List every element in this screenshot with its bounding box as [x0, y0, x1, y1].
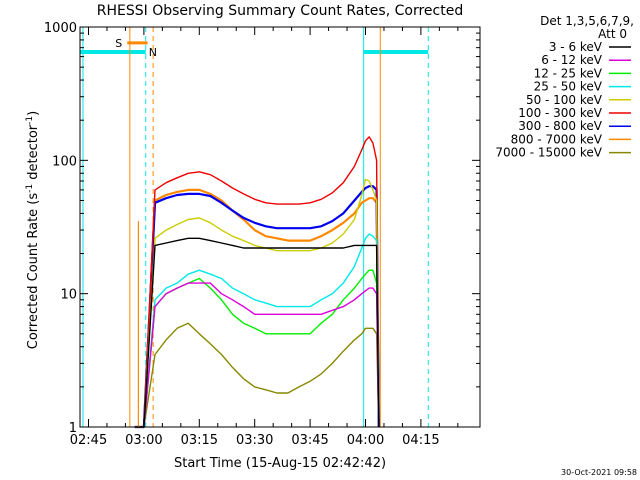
y-tick-label: 100 — [52, 154, 77, 169]
attenuator-state-label: S — [115, 37, 122, 50]
series-line-2 — [134, 269, 380, 428]
y-tick-label: 10 — [60, 288, 77, 303]
y-axis: 1 10 100 1000 — [44, 21, 480, 436]
series-line-7 — [134, 188, 380, 429]
y-axis-label-sup-2: -1 — [25, 116, 35, 125]
series-line-4 — [134, 178, 380, 428]
series-line-1 — [134, 282, 380, 428]
data-layer: SN — [80, 27, 429, 429]
y-tick-label: 1 — [69, 421, 77, 436]
x-tick-label: 03:00 — [125, 433, 162, 448]
series-line-8 — [134, 322, 380, 428]
y-axis-label: Corrected Count Rate (s-1 detector-1) — [25, 111, 41, 349]
x-tick-label: 04:15 — [402, 433, 439, 448]
x-axis: 02:45 03:00 03:15 03:30 03:45 04:00 04:15 — [70, 27, 459, 448]
legend-label-2: 12 - 25 keV — [534, 66, 603, 80]
x-tick-label: 02:45 — [70, 433, 107, 448]
legend-label-1: 6 - 12 keV — [541, 53, 603, 67]
legend-label-5: 100 - 300 keV — [518, 106, 602, 120]
series-line-3 — [134, 233, 380, 428]
series-line-5 — [134, 136, 380, 428]
legend-label-4: 50 - 100 keV — [526, 93, 603, 107]
x-tick-label: 03:15 — [181, 433, 218, 448]
legend-label-7: 800 - 7000 keV — [511, 132, 603, 146]
chart-title: RHESSI Observing Summary Count Rates, Co… — [97, 3, 463, 19]
y-axis-label-main: Corrected Count Rate (s — [26, 193, 41, 350]
x-tick-label: 03:30 — [236, 433, 273, 448]
legend-header-line-2: Att 0 — [598, 27, 627, 41]
y-axis-label-sup: -1 — [25, 184, 35, 193]
timestamp: 30-Oct-2021 09:58 — [561, 468, 637, 477]
legend-label-0: 3 - 6 keV — [549, 40, 603, 54]
x-tick-label: 04:00 — [347, 433, 384, 448]
night-label: N — [149, 46, 157, 59]
x-tick-label: 03:45 — [291, 433, 328, 448]
plot-frame — [79, 26, 481, 428]
legend-label-6: 300 - 800 keV — [518, 119, 602, 133]
legend-label-3: 25 - 50 keV — [534, 80, 603, 94]
series-line-6 — [134, 185, 380, 429]
x-axis-label: Start Time (15-Aug-15 02:42:42) — [174, 456, 386, 471]
y-axis-label-close: ) — [26, 111, 41, 116]
series-line-0 — [134, 237, 380, 428]
legend-header-line-1: Det 1,3,5,6,7,9, — [540, 14, 634, 28]
y-axis-label-tail: detector — [26, 124, 41, 184]
y-tick-label: 1000 — [44, 21, 77, 36]
legend-label-8: 7000 - 15000 keV — [495, 146, 602, 160]
